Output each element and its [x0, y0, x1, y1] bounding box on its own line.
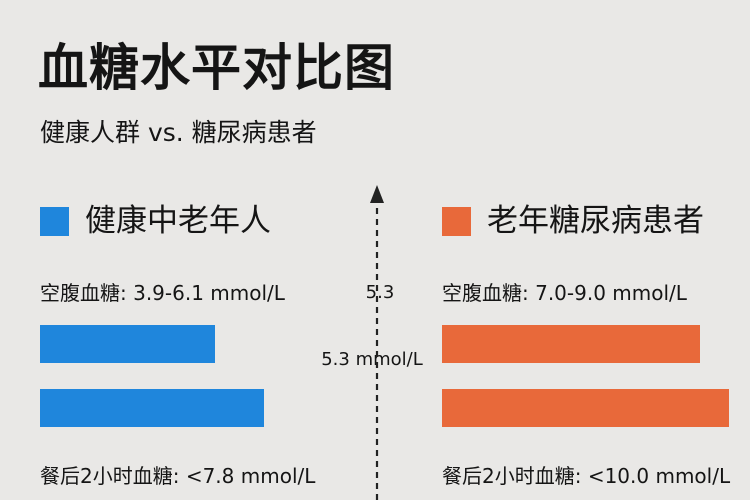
legend-swatch-healthy	[40, 206, 69, 236]
bar-healthy-fasting	[40, 325, 215, 363]
chart-title: 血糖水平对比图	[38, 39, 395, 97]
legend-label-diabetic: 老年糖尿病患者	[487, 203, 704, 239]
bar-healthy-postprandial	[40, 389, 264, 427]
reference-annotation: 5.3 mmol/L	[319, 348, 425, 372]
legend-swatch-diabetic	[442, 206, 471, 236]
bar-diabetic-fasting	[442, 325, 700, 363]
diabetic-fasting-label: 空腹血糖: 7.0-9.0 mmol/L	[442, 281, 687, 305]
reference-tick-label: 5.3	[365, 282, 395, 303]
legend-label-healthy: 健康中老年人	[85, 203, 271, 239]
chart-subtitle: 健康人群 vs. 糖尿病患者	[40, 118, 317, 147]
legend-item-diabetic: 老年糖尿病患者	[442, 200, 704, 242]
bar-diabetic-postprandial	[442, 389, 729, 427]
legend-item-healthy: 健康中老年人	[40, 200, 271, 242]
healthy-fasting-label: 空腹血糖: 3.9-6.1 mmol/L	[40, 281, 285, 305]
diabetic-postprandial-label: 餐后2小时血糖: <10.0 mmol/L	[442, 464, 731, 488]
healthy-postprandial-label: 餐后2小时血糖: <7.8 mmol/L	[40, 464, 316, 488]
reference-arrow-icon	[370, 185, 384, 203]
